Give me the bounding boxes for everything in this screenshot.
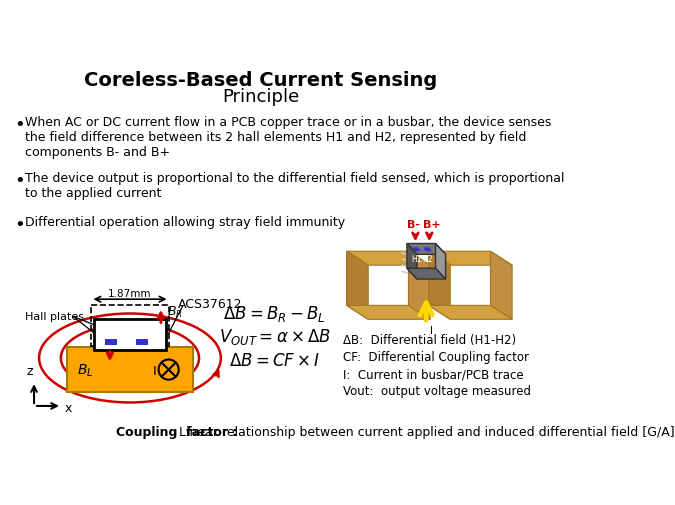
Text: CF:  Differential Coupling factor: CF: Differential Coupling factor <box>343 350 529 364</box>
Polygon shape <box>407 244 417 280</box>
Text: ACS37612: ACS37612 <box>178 298 243 311</box>
Text: Principle: Principle <box>222 88 299 106</box>
Text: •: • <box>14 171 25 189</box>
Text: Hall plates: Hall plates <box>25 312 84 322</box>
Polygon shape <box>435 244 446 280</box>
Text: Coupling  factor :: Coupling factor : <box>116 425 242 438</box>
Text: $B_L$: $B_L$ <box>77 362 93 378</box>
Polygon shape <box>412 248 421 251</box>
Polygon shape <box>423 248 432 251</box>
Polygon shape <box>429 251 512 266</box>
Text: $V_{OUT} = \alpha \times \Delta B$: $V_{OUT} = \alpha \times \Delta B$ <box>219 327 331 346</box>
Bar <box>136 339 148 345</box>
Text: I: I <box>430 326 433 336</box>
Text: The device output is proportional to the differential field sensed, which is pro: The device output is proportional to the… <box>25 171 564 199</box>
Text: Differential operation allowing stray field immunity: Differential operation allowing stray fi… <box>25 216 345 228</box>
Polygon shape <box>408 251 430 320</box>
Polygon shape <box>429 306 512 320</box>
Text: Coreless-Based Current Sensing: Coreless-Based Current Sensing <box>84 71 437 90</box>
Bar <box>95 320 165 350</box>
Polygon shape <box>407 244 446 255</box>
Text: •: • <box>14 116 25 134</box>
Bar <box>105 339 117 345</box>
Text: •: • <box>14 216 25 233</box>
Text: B+: B+ <box>423 219 441 229</box>
Text: 1.87mm: 1.87mm <box>108 288 152 298</box>
Text: Linear relationship between current applied and induced differential field [G/A]: Linear relationship between current appl… <box>180 425 675 438</box>
Polygon shape <box>491 251 512 320</box>
Polygon shape <box>429 251 450 320</box>
Text: $\Delta B = CF \times I$: $\Delta B = CF \times I$ <box>229 351 320 369</box>
Text: H1: H1 <box>411 254 421 263</box>
Text: Vout:  output voltage measured: Vout: output voltage measured <box>343 384 531 397</box>
Bar <box>67 347 194 392</box>
Text: $B_R$: $B_R$ <box>167 305 183 320</box>
Text: I:  Current in busbar/PCB trace: I: Current in busbar/PCB trace <box>343 368 523 380</box>
Bar <box>90 306 169 346</box>
Text: B-: B- <box>406 219 420 229</box>
Text: x: x <box>65 401 72 414</box>
Text: ΔB:  Differential field (H1-H2): ΔB: Differential field (H1-H2) <box>343 334 516 346</box>
Text: When AC or DC current flow in a PCB copper trace or in a busbar, the device sens: When AC or DC current flow in a PCB copp… <box>25 116 551 159</box>
Text: z: z <box>27 365 34 378</box>
Polygon shape <box>407 269 446 280</box>
Polygon shape <box>346 306 430 320</box>
Polygon shape <box>346 251 430 266</box>
Text: I: I <box>153 364 157 377</box>
Polygon shape <box>346 251 369 320</box>
Text: $\Delta B = B_R - B_L$: $\Delta B = B_R - B_L$ <box>223 304 326 324</box>
Text: H2: H2 <box>423 254 433 263</box>
